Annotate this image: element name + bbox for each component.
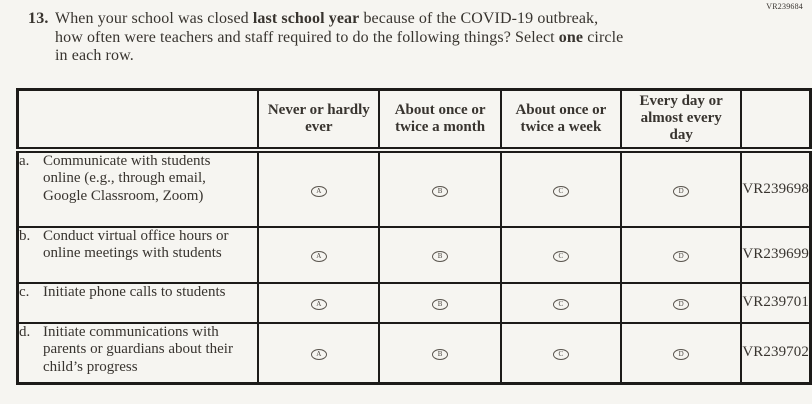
option-cell-a: A <box>257 225 381 284</box>
option-cell-b: B <box>378 281 502 324</box>
option-circle-b[interactable]: B <box>432 299 449 310</box>
option-circle-c[interactable]: C <box>552 349 569 361</box>
question-text: When your school was closed last school … <box>55 10 623 66</box>
question-text-segment: because of the COVID-19 outbreak, <box>359 10 599 27</box>
option-cell-c: C <box>499 225 623 284</box>
option-circle-d[interactable]: D <box>673 349 690 361</box>
question-text-segment: how often were teachers and staff requir… <box>55 28 559 46</box>
option-circle-d[interactable]: D <box>673 299 690 310</box>
question-text-bold: one <box>558 28 584 46</box>
option-cell-d: D <box>620 225 743 284</box>
option-cell-c: C <box>499 321 623 385</box>
option-circle-b[interactable]: B <box>432 251 449 262</box>
question-line-2: how often were teachers and staff requir… <box>55 29 623 48</box>
option-circle-b[interactable]: B <box>432 185 449 197</box>
row-label-cell: d. Initiate communications with parents … <box>16 321 260 385</box>
option-circle-a[interactable]: A <box>310 251 327 262</box>
option-cell-d: D <box>620 321 743 385</box>
option-cell-b: B <box>378 225 502 284</box>
option-cell-b: B <box>378 148 502 228</box>
header-once-twice-month: About once or twice a month <box>378 88 502 153</box>
table-row-c: c. Initiate phone calls to students A B … <box>16 281 812 324</box>
question-text-bold: last school year <box>252 10 360 27</box>
frequency-table: Never or hardly ever About once or twice… <box>16 88 812 385</box>
option-cell-b: B <box>378 321 502 385</box>
question-number: 13. <box>28 10 49 27</box>
header-once-twice-week: About once or twice a week <box>499 88 623 153</box>
header-never-or-hardly-ever: Never or hardly ever <box>257 88 381 153</box>
table-row-b: b. Conduct virtual office hours or onlin… <box>16 225 812 284</box>
option-circle-c[interactable]: C <box>552 251 569 262</box>
row-label-cell: b. Conduct virtual office hours or onlin… <box>16 225 260 284</box>
row-letter: b. <box>19 227 31 244</box>
option-cell-c: C <box>499 148 623 228</box>
option-circle-c[interactable]: C <box>552 185 569 197</box>
option-cell-d: D <box>620 281 743 324</box>
row-label: Initiate phone calls to students <box>43 283 226 300</box>
table-header-row: Never or hardly ever About once or twice… <box>16 88 812 153</box>
option-cell-a: A <box>257 281 381 324</box>
row-label-cell: a. Communicate with students online (e.g… <box>16 148 260 228</box>
row-label: Initiate communications with parents or … <box>43 323 233 375</box>
option-circle-a[interactable]: A <box>310 349 327 361</box>
option-circle-d[interactable]: D <box>673 185 690 197</box>
row-variable-code: VR239699 <box>740 225 812 284</box>
row-variable-code: VR239702 <box>740 321 812 385</box>
row-variable-code: VR239701 <box>740 281 812 324</box>
header-code-empty <box>740 88 812 153</box>
page-variable-code: VR239684 <box>766 2 803 11</box>
row-label-cell: c. Initiate phone calls to students <box>16 281 260 324</box>
row-letter: a. <box>19 152 30 169</box>
row-letter: d. <box>19 323 31 340</box>
header-cell-empty <box>16 88 260 153</box>
row-label: Communicate with students online (e.g., … <box>43 152 211 204</box>
question-line-1: When your school was closed last school … <box>55 10 623 29</box>
option-cell-d: D <box>620 148 743 228</box>
option-circle-c[interactable]: C <box>552 299 569 310</box>
question-line-3: in each row. <box>55 47 134 64</box>
row-label: Conduct virtual office hours or online m… <box>43 227 229 262</box>
question-text-segment: circle <box>583 28 624 46</box>
option-cell-c: C <box>499 281 623 324</box>
row-letter: c. <box>19 283 30 300</box>
row-variable-code: VR239698 <box>740 148 812 228</box>
option-circle-a[interactable]: A <box>310 299 327 310</box>
option-circle-d[interactable]: D <box>673 251 690 262</box>
option-cell-a: A <box>257 321 381 385</box>
option-circle-a[interactable]: A <box>310 185 327 197</box>
question-13: 13. When your school was closed last sch… <box>28 10 748 66</box>
question-text-segment: When your school was closed <box>55 10 253 27</box>
option-circle-b[interactable]: B <box>432 349 449 361</box>
header-every-day: Every day or almost every day <box>620 88 743 153</box>
option-cell-a: A <box>257 148 381 228</box>
table-row-d: d. Initiate communications with parents … <box>16 321 812 385</box>
table-row-a: a. Communicate with students online (e.g… <box>16 148 812 228</box>
